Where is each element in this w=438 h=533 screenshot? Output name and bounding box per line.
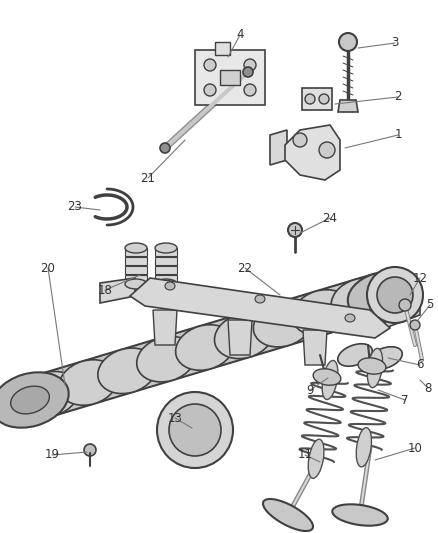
Polygon shape xyxy=(285,125,340,180)
Ellipse shape xyxy=(165,282,175,290)
Text: 20: 20 xyxy=(41,262,56,274)
Ellipse shape xyxy=(59,360,118,405)
Ellipse shape xyxy=(160,143,170,153)
Text: 8: 8 xyxy=(424,382,432,394)
Ellipse shape xyxy=(125,243,147,253)
Polygon shape xyxy=(228,320,252,355)
Text: 7: 7 xyxy=(401,393,409,407)
Ellipse shape xyxy=(176,325,234,370)
Ellipse shape xyxy=(345,314,355,322)
Polygon shape xyxy=(195,50,265,105)
Text: 2: 2 xyxy=(394,91,402,103)
Polygon shape xyxy=(125,266,147,274)
Polygon shape xyxy=(155,266,177,274)
Text: 13: 13 xyxy=(168,411,183,424)
Ellipse shape xyxy=(169,404,221,456)
Text: 23: 23 xyxy=(67,200,82,214)
Ellipse shape xyxy=(331,278,390,324)
Ellipse shape xyxy=(332,504,388,526)
Polygon shape xyxy=(155,248,177,256)
Ellipse shape xyxy=(84,444,96,456)
Text: 18: 18 xyxy=(98,284,113,296)
Polygon shape xyxy=(125,257,147,265)
Ellipse shape xyxy=(125,279,147,289)
Polygon shape xyxy=(155,257,177,265)
Text: 6: 6 xyxy=(416,359,424,372)
Ellipse shape xyxy=(367,267,423,323)
Ellipse shape xyxy=(399,299,411,311)
Ellipse shape xyxy=(11,386,49,414)
Polygon shape xyxy=(215,42,230,55)
Polygon shape xyxy=(338,100,358,112)
Text: 1: 1 xyxy=(394,128,402,141)
Ellipse shape xyxy=(244,84,256,96)
Polygon shape xyxy=(385,295,420,328)
Polygon shape xyxy=(155,275,177,283)
Ellipse shape xyxy=(319,142,335,158)
Text: 12: 12 xyxy=(413,271,427,285)
Polygon shape xyxy=(303,330,327,365)
Polygon shape xyxy=(130,278,390,338)
Ellipse shape xyxy=(157,392,233,468)
Ellipse shape xyxy=(368,347,402,369)
Ellipse shape xyxy=(137,336,195,382)
Ellipse shape xyxy=(255,295,265,303)
Text: 9: 9 xyxy=(306,384,314,397)
Ellipse shape xyxy=(305,94,315,104)
Ellipse shape xyxy=(155,279,177,289)
Ellipse shape xyxy=(20,372,79,417)
Ellipse shape xyxy=(308,439,324,478)
Text: 21: 21 xyxy=(141,172,155,184)
Text: 22: 22 xyxy=(237,262,252,274)
Ellipse shape xyxy=(155,243,177,253)
Ellipse shape xyxy=(377,277,413,313)
Text: 24: 24 xyxy=(322,212,338,224)
Polygon shape xyxy=(302,88,332,110)
Ellipse shape xyxy=(322,360,338,400)
Text: 10: 10 xyxy=(408,441,422,455)
Ellipse shape xyxy=(288,223,302,237)
Polygon shape xyxy=(270,130,287,165)
Ellipse shape xyxy=(338,344,372,366)
Ellipse shape xyxy=(319,94,329,104)
Ellipse shape xyxy=(313,369,341,385)
Polygon shape xyxy=(220,70,240,85)
Ellipse shape xyxy=(292,290,351,335)
Ellipse shape xyxy=(358,358,386,374)
Polygon shape xyxy=(125,248,147,256)
Ellipse shape xyxy=(98,348,157,393)
Polygon shape xyxy=(153,310,177,345)
Ellipse shape xyxy=(348,272,412,318)
Polygon shape xyxy=(125,275,147,283)
Ellipse shape xyxy=(410,320,420,330)
Ellipse shape xyxy=(243,67,253,77)
Text: 11: 11 xyxy=(297,448,312,462)
Ellipse shape xyxy=(253,301,312,347)
Text: 5: 5 xyxy=(426,298,434,311)
Ellipse shape xyxy=(367,349,383,387)
Ellipse shape xyxy=(263,499,313,531)
Ellipse shape xyxy=(293,133,307,147)
Polygon shape xyxy=(24,274,386,421)
Ellipse shape xyxy=(244,59,256,71)
Ellipse shape xyxy=(204,59,216,71)
Ellipse shape xyxy=(0,372,69,427)
Ellipse shape xyxy=(339,33,357,51)
Text: 4: 4 xyxy=(236,28,244,42)
Text: 3: 3 xyxy=(391,36,399,50)
Ellipse shape xyxy=(356,427,371,467)
Ellipse shape xyxy=(204,84,216,96)
Ellipse shape xyxy=(215,313,273,359)
Text: 19: 19 xyxy=(45,448,60,462)
Polygon shape xyxy=(100,278,135,303)
